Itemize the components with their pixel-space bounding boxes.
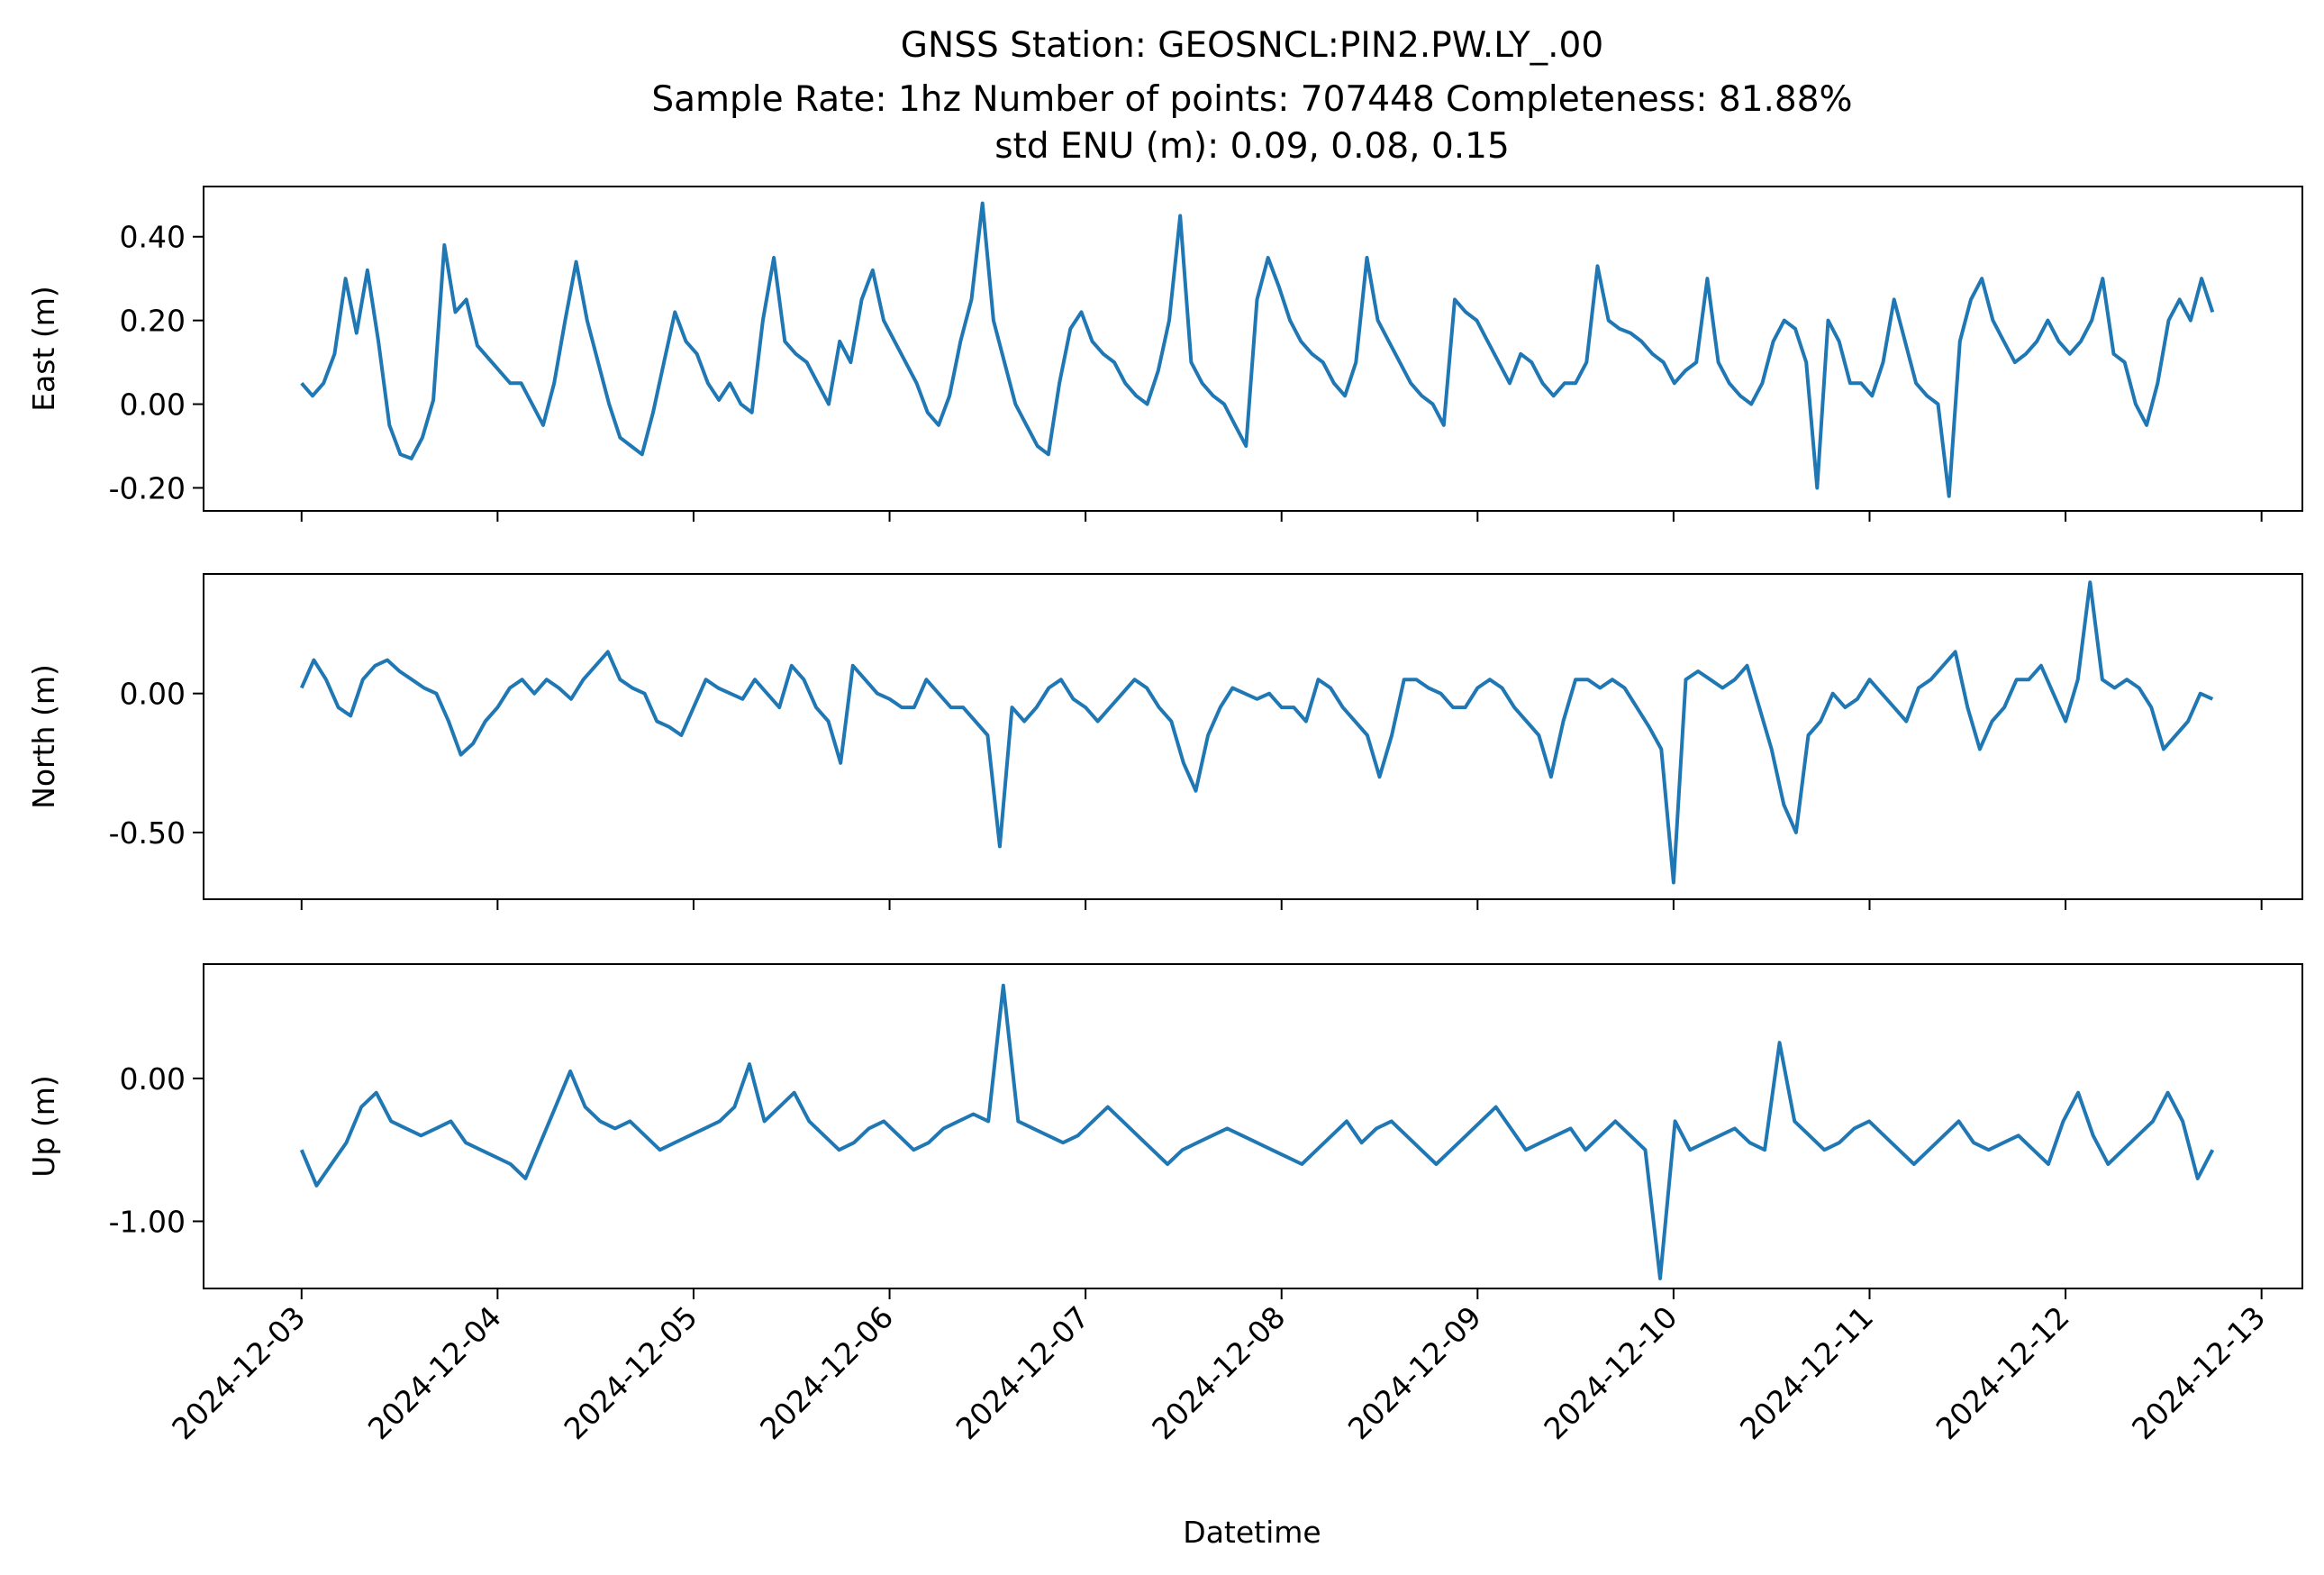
axes-frame-0 xyxy=(203,186,2303,512)
axes-frame-1 xyxy=(203,573,2303,900)
series-line-0 xyxy=(300,201,2215,498)
panel-east: 0.40 0.20 0.00 -0.20 East (m) xyxy=(26,186,2303,522)
panel-up: 0.00 -1.00 Up (m) xyxy=(26,963,2303,1299)
panels-group: 0.40 0.20 0.00 -0.20 East (m) 0.00 -0.50 North … xyxy=(26,186,2303,1299)
y-axis-label: East (m) xyxy=(26,286,61,412)
y-tick-label: 0.00 xyxy=(120,387,186,423)
y-tick-label: 0.00 xyxy=(120,677,186,712)
title-line-3: std ENU (m): 0.09, 0.08, 0.15 xyxy=(994,126,1510,167)
y-tick-label: -0.50 xyxy=(109,815,186,851)
panel-north: 0.00 -0.50 North (m) xyxy=(26,573,2303,910)
y-axis-label: Up (m) xyxy=(26,1075,61,1178)
y-tick-label: -1.00 xyxy=(109,1204,186,1239)
y-tick-label: -0.20 xyxy=(109,470,186,505)
title-line-2: Sample Rate: 1hz Number of points: 70744… xyxy=(651,79,1852,120)
axes-frame-2 xyxy=(203,963,2303,1289)
title-line-1: GNSS Station: GEOSNCL:PIN2.PW.LY_.00 xyxy=(901,25,1603,66)
x-axis-label: Datetime xyxy=(1183,1515,1321,1550)
y-tick-label: 0.20 xyxy=(120,304,186,339)
y-tick-label: 0.00 xyxy=(120,1061,186,1097)
series-line-1 xyxy=(299,580,2214,885)
y-tick-label: 0.40 xyxy=(120,220,186,255)
series-line-2 xyxy=(299,983,2215,1280)
y-axis-label: North (m) xyxy=(26,664,61,809)
